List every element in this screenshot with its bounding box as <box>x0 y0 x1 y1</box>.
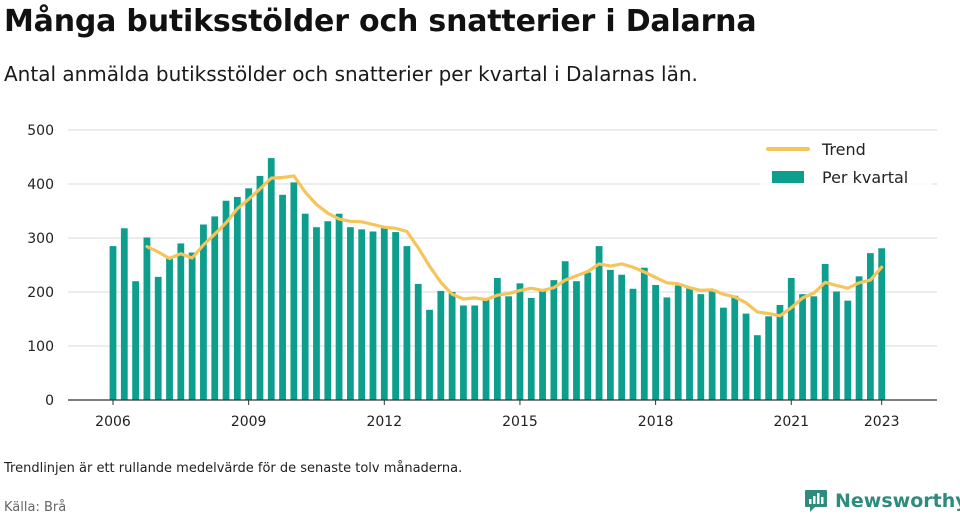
x-tick-label: 2023 <box>864 414 900 430</box>
y-tick-label: 200 <box>27 285 54 301</box>
bar <box>516 283 524 400</box>
bar <box>686 288 693 400</box>
bar <box>844 300 852 400</box>
bar <box>561 261 569 400</box>
bar <box>380 227 388 400</box>
newsworthy-logo-icon <box>805 490 827 512</box>
bar <box>618 274 626 400</box>
bar <box>301 213 309 400</box>
bar <box>132 281 139 400</box>
bar <box>448 292 456 400</box>
bar <box>505 296 513 400</box>
bar <box>200 224 207 400</box>
y-tick-label: 400 <box>27 177 54 193</box>
bar <box>776 304 784 400</box>
bar <box>267 158 275 400</box>
bar-layer <box>109 158 886 400</box>
bar <box>414 283 422 400</box>
bar <box>369 231 377 400</box>
source-text: Källa: Brå <box>4 500 67 515</box>
bar <box>188 252 196 400</box>
bar <box>177 243 185 400</box>
bar <box>437 290 445 400</box>
x-tick-label: 2015 <box>502 414 538 430</box>
axis-layer: 0 100 200 300 400 500 2006 2009 2012 2015 2018 2021… <box>27 123 937 430</box>
bar <box>313 227 320 400</box>
bar <box>663 297 671 400</box>
x-tick-label: 2012 <box>366 414 402 430</box>
bar <box>742 313 750 400</box>
bar <box>629 288 637 400</box>
bar <box>335 213 343 400</box>
bar <box>550 280 558 400</box>
legend: Trend Per kvartal <box>760 136 932 188</box>
newsworthy-logo-text: Newsworthy <box>835 490 960 512</box>
x-tick-label: 2009 <box>231 414 267 430</box>
bar <box>324 221 332 400</box>
bar <box>855 276 863 400</box>
bar <box>392 232 399 400</box>
page-title: Många butiksstölder och snatterier i Dal… <box>4 4 757 39</box>
bar <box>878 248 886 400</box>
trend-note: Trendlinjen är ett rullande medelvärde f… <box>4 461 463 476</box>
bar <box>573 281 580 400</box>
trend-line-layer <box>145 174 884 318</box>
bar <box>290 182 298 400</box>
bar <box>787 277 795 400</box>
bar <box>595 246 603 400</box>
bar <box>120 228 128 400</box>
bar <box>810 296 818 400</box>
bar <box>607 269 614 400</box>
bar <box>471 305 479 400</box>
trend-line <box>145 174 884 318</box>
bar <box>358 229 366 400</box>
bar <box>821 263 829 400</box>
bar <box>640 267 648 400</box>
y-tick-label: 0 <box>45 393 54 409</box>
bar <box>833 291 840 400</box>
bar <box>539 289 546 400</box>
bar <box>347 227 354 400</box>
bar <box>279 194 286 400</box>
bar <box>154 276 162 400</box>
bar <box>143 237 151 400</box>
bar <box>166 258 173 400</box>
legend-bar-swatch <box>772 171 804 183</box>
bar <box>697 294 705 400</box>
x-tick-label: 2006 <box>95 414 131 430</box>
x-tick-label: 2021 <box>773 414 809 430</box>
legend-trend-label: Trend <box>821 140 866 159</box>
bar <box>674 285 682 400</box>
page-subtitle: Antal anmälda butiksstölder och snatteri… <box>4 62 698 86</box>
bar <box>584 272 592 400</box>
bar <box>527 297 535 400</box>
legend-bar-label: Per kvartal <box>822 168 908 187</box>
newsworthy-logo[interactable]: Newsworthy <box>803 488 960 514</box>
bar <box>256 175 264 400</box>
bar <box>211 216 219 400</box>
bar <box>708 290 716 400</box>
bar <box>222 200 230 400</box>
bar <box>493 277 501 400</box>
bar <box>731 295 739 400</box>
y-tick-label: 300 <box>27 231 54 247</box>
bar <box>460 305 467 400</box>
bar <box>652 284 659 400</box>
bar <box>765 316 773 400</box>
y-tick-label: 500 <box>27 123 54 139</box>
bar <box>753 335 761 400</box>
bar <box>233 196 241 400</box>
bar <box>799 294 806 400</box>
bar <box>720 307 727 400</box>
bar <box>245 188 253 400</box>
bar <box>109 246 117 400</box>
bar <box>403 246 411 400</box>
y-tick-label: 100 <box>27 339 54 355</box>
x-tick-label: 2018 <box>638 414 674 430</box>
bar <box>482 299 490 400</box>
bar <box>426 309 433 400</box>
bar <box>867 253 874 400</box>
bar-chart: 0 100 200 300 400 500 2006 2009 2012 2015 2018 2021… <box>27 123 937 430</box>
